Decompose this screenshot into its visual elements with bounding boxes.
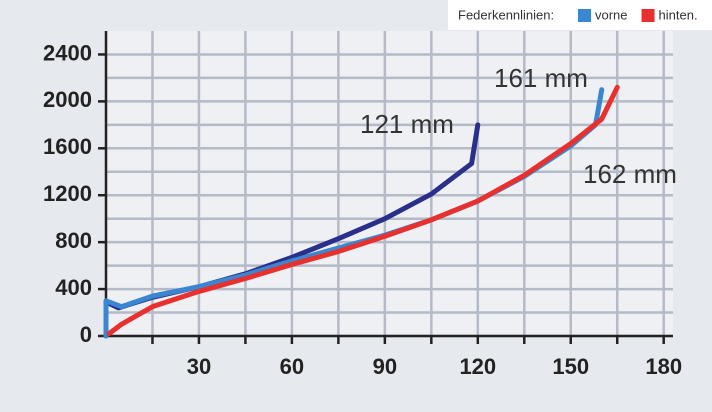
x-tick-label: 60 bbox=[280, 354, 304, 379]
annotation: 162 mm bbox=[583, 159, 677, 189]
x-tick-label: 30 bbox=[187, 354, 211, 379]
y-tick-label: 1200 bbox=[43, 181, 92, 206]
legend-swatch bbox=[641, 9, 655, 22]
x-tick-label: 90 bbox=[373, 354, 397, 379]
series-line bbox=[106, 84, 620, 337]
annotation: 161 mm bbox=[494, 63, 588, 93]
y-tick-label: 2400 bbox=[43, 40, 92, 65]
y-tick-label: 800 bbox=[55, 228, 92, 253]
x-tick-label: 120 bbox=[459, 354, 496, 379]
y-tick-label: 2000 bbox=[43, 87, 92, 112]
y-tick-label: 0 bbox=[80, 322, 92, 347]
y-tick-label: 1600 bbox=[43, 134, 92, 159]
legend-label: hinten. bbox=[659, 7, 698, 22]
annotation: 121 mm bbox=[360, 109, 454, 139]
legend-swatch bbox=[578, 9, 591, 22]
y-tick-label: 400 bbox=[55, 275, 92, 300]
x-tick-label: 180 bbox=[645, 354, 682, 379]
legend-title: Federkennlinien: bbox=[458, 7, 554, 22]
legend-label: vorne bbox=[595, 7, 628, 22]
x-tick-label: 150 bbox=[552, 354, 589, 379]
